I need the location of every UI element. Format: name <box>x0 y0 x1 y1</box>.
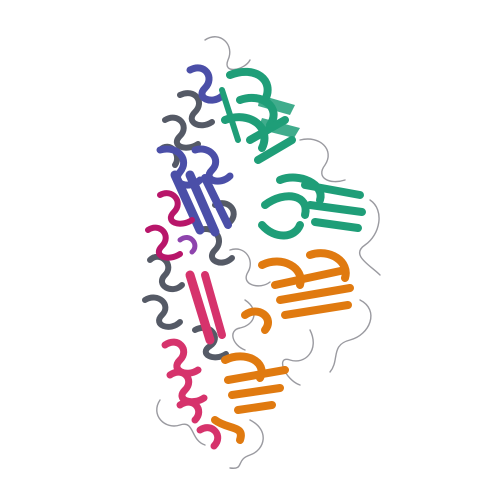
chain-a-middle-ribbon <box>258 173 366 240</box>
chain-a-upper-ribbon <box>219 67 296 164</box>
chain-b-lower-ribbon <box>211 352 289 444</box>
chain-b-middle-ribbon <box>241 249 354 334</box>
chain-f-ribbon <box>145 190 195 261</box>
chain-e-ribbon <box>161 270 226 450</box>
coil-segments <box>156 36 381 469</box>
chain-g-ribbon <box>177 235 198 255</box>
chain-a-upper-sheet <box>258 95 300 138</box>
chain-d-ribbon <box>156 64 234 237</box>
